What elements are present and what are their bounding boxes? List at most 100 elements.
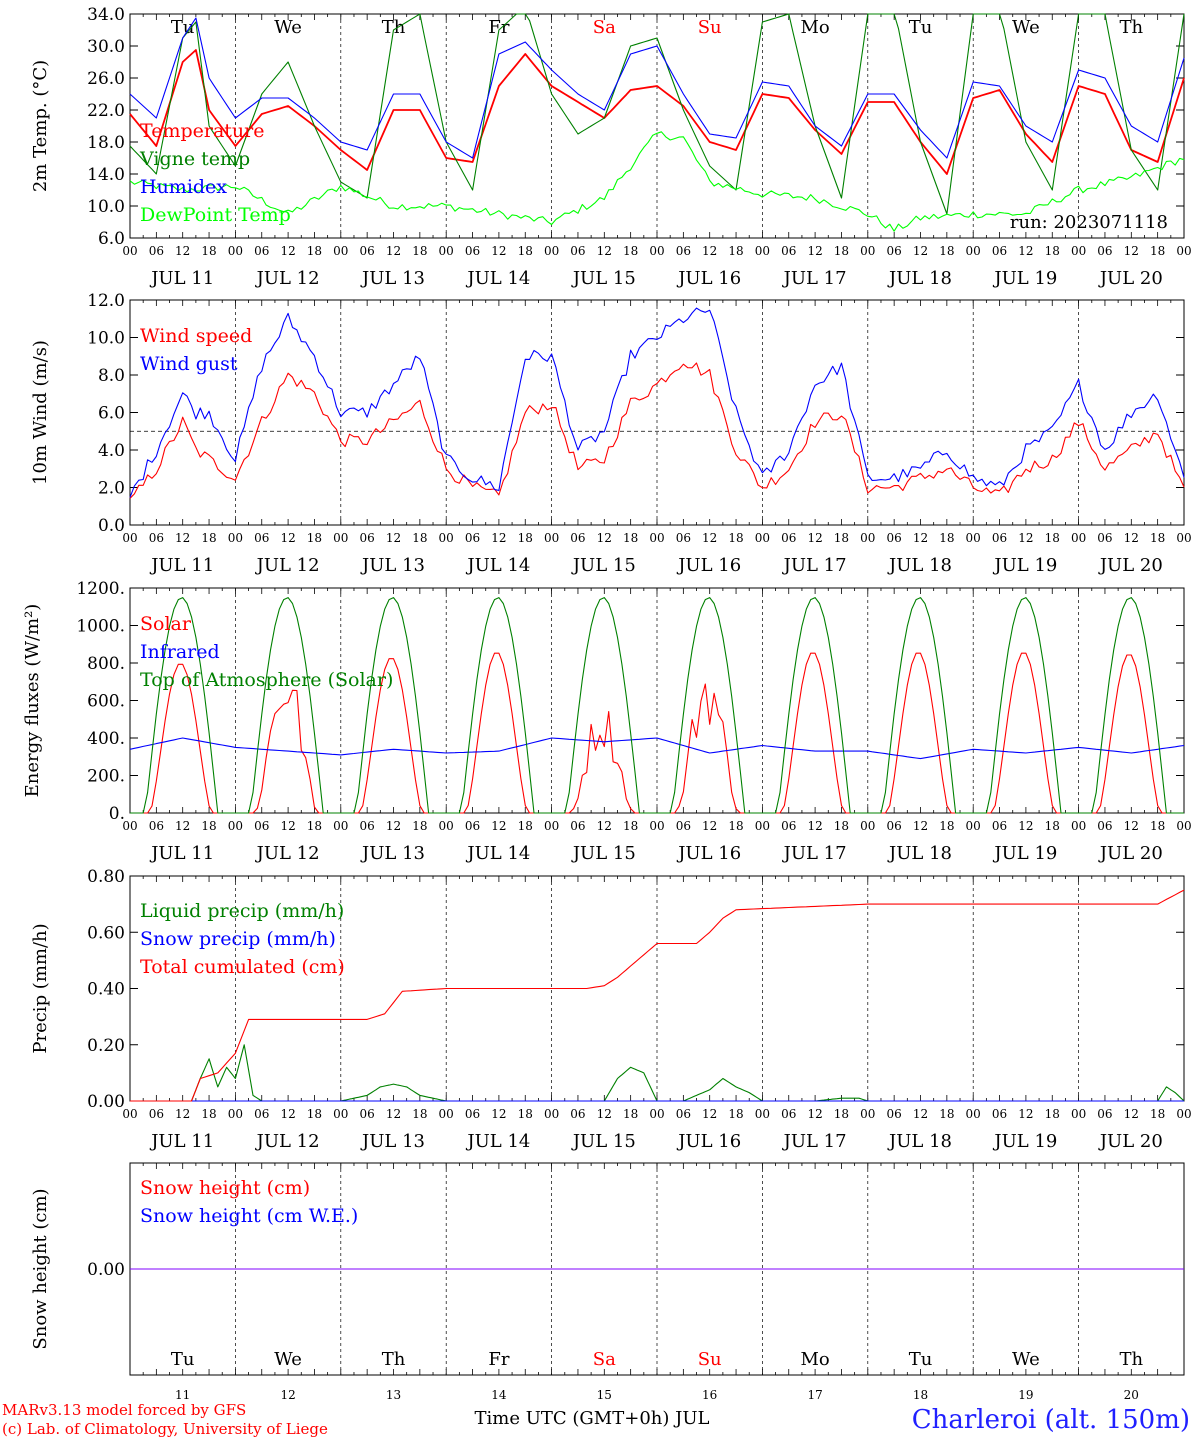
panel-snow: 0.00 Snow height (cm) Snow height (cm) Snow…	[30, 1162, 1185, 1402]
y-tick-label: 600.	[87, 692, 125, 712]
date-label: JUL 11	[149, 555, 214, 576]
legend-entry: Snow height (cm)	[140, 1177, 310, 1199]
date-label: JUL 14	[465, 555, 530, 576]
y-tick-label: 14.0	[87, 165, 125, 185]
date-label: JUL 12	[255, 555, 320, 576]
hour-tick-label: 18	[307, 819, 322, 833]
date-label: JUL 15	[571, 268, 636, 289]
hour-tick-label: 00	[122, 531, 137, 545]
hour-tick-label: 12	[491, 1107, 506, 1121]
series-group-wind	[129, 307, 1185, 499]
hour-tick-label: 00	[333, 531, 348, 545]
hour-tick-label: 12	[175, 531, 190, 545]
hour-tick-label: 18	[834, 531, 849, 545]
hour-tick-label: 18	[307, 531, 322, 545]
hour-tick-label: 00	[1071, 819, 1086, 833]
hour-tick-label: 06	[676, 531, 691, 545]
weekday-label: Sa	[593, 1349, 616, 1370]
y-tick-label: 0.80	[87, 867, 125, 887]
hour-tick-label: 12	[702, 244, 717, 258]
date-label: JUL 11	[149, 843, 214, 864]
y-tick-label: 800.	[87, 654, 125, 674]
hour-tick-label: 18	[728, 1107, 743, 1121]
hour-tick-label: 00	[966, 1107, 981, 1121]
hour-tick-label: 06	[887, 244, 902, 258]
hour-tick-label: 12	[702, 819, 717, 833]
date-label: JUL 16	[676, 1131, 741, 1152]
date-label: JUL 11	[149, 1131, 214, 1152]
weekday-label: Tu	[909, 17, 933, 38]
hour-tick-label: 00	[755, 531, 770, 545]
hour-tick-label: 00	[1071, 1107, 1086, 1121]
hour-tick-label: 12	[702, 1107, 717, 1121]
hour-tick-label: 12	[1124, 244, 1139, 258]
hour-tick-label: 12	[175, 244, 190, 258]
weekday-label: Th	[1119, 17, 1143, 38]
hour-tick-label: 06	[149, 819, 164, 833]
panel-energy: 0. 200. 400. 600. 800. 1000. 1200. Energy fluxe…	[22, 579, 1192, 864]
date-label: JUL 16	[676, 268, 741, 289]
hour-tick-label: 18	[939, 244, 954, 258]
hour-tick-label: 06	[781, 531, 796, 545]
day-number-label: 17	[807, 1388, 822, 1402]
legend-entry: Wind gust	[140, 353, 238, 375]
hour-tick-label: 06	[1097, 531, 1112, 545]
hour-tick-label: 06	[254, 1107, 269, 1121]
series-line-vigne-temp	[129, 13, 1185, 215]
hour-tick-label: 18	[518, 244, 533, 258]
hour-tick-label: 18	[728, 244, 743, 258]
y-tick-label: 6.0	[98, 404, 125, 424]
hour-tick-label: 06	[360, 1107, 375, 1121]
hour-tick-label: 06	[570, 819, 585, 833]
hour-tick-label: 00	[544, 1107, 559, 1121]
hour-tick-label: 18	[939, 819, 954, 833]
panel-precip: 0.00 0.20 0.40 0.60 0.80 Precip (mm/h) 00 06 12 1…	[30, 867, 1192, 1152]
date-label: JUL 15	[571, 1131, 636, 1152]
hour-tick-label: 18	[412, 1107, 427, 1121]
date-label: JUL 18	[887, 555, 952, 576]
hour-tick-label: 18	[518, 531, 533, 545]
y-tick-label: 10.0	[87, 197, 125, 217]
hour-tick-label: 18	[1150, 819, 1165, 833]
hour-tick-label: 00	[122, 819, 137, 833]
hour-tick-label: 06	[676, 244, 691, 258]
hour-tick-label: 12	[807, 819, 822, 833]
y-tick-label: 0.20	[87, 1036, 125, 1056]
plot-frame	[129, 587, 1185, 814]
station-name: Charleroi (alt. 150m)	[912, 1405, 1190, 1435]
hour-tick-label: 06	[1097, 819, 1112, 833]
hour-tick-label: 00	[966, 819, 981, 833]
hour-tick-label: 00	[228, 531, 243, 545]
hour-tick-label: 00	[228, 1107, 243, 1121]
hour-tick-label: 12	[386, 531, 401, 545]
hour-tick-label: 18	[1045, 819, 1060, 833]
day-number-label: 11	[175, 1388, 190, 1402]
weekday-label: Fr	[488, 17, 509, 38]
series-line-total-cumulated-cm-	[130, 889, 1185, 1102]
date-label: JUL 18	[887, 843, 952, 864]
x-axis-title: Time UTC (GMT+0h) JUL	[475, 1408, 710, 1429]
y-tick-label: 12.0	[87, 291, 125, 311]
hour-tick-label: 12	[280, 819, 295, 833]
weekday-label: Tu	[171, 1349, 195, 1370]
weekday-label: Th	[382, 17, 406, 38]
hour-tick-label: 12	[913, 244, 928, 258]
hour-tick-label: 12	[702, 531, 717, 545]
hour-tick-label: 00	[439, 1107, 454, 1121]
hour-tick-label: 18	[201, 531, 216, 545]
hour-tick-label: 06	[992, 244, 1007, 258]
legend-entry: Total cumulated (cm)	[140, 956, 345, 978]
weekday-label: Su	[698, 17, 722, 38]
weekday-label: We	[1012, 1349, 1040, 1370]
hour-tick-label: 12	[491, 819, 506, 833]
hour-tick-label: 00	[755, 1107, 770, 1121]
date-label: JUL 13	[360, 555, 425, 576]
hour-tick-label: 00	[1176, 531, 1191, 545]
series-group-energy	[129, 597, 1185, 814]
hour-tick-label: 00	[860, 1107, 875, 1121]
hour-tick-label: 12	[491, 244, 506, 258]
date-label: JUL 19	[992, 1131, 1057, 1152]
y-tick-label: 1200.	[76, 579, 125, 599]
date-label: JUL 18	[887, 1131, 952, 1152]
